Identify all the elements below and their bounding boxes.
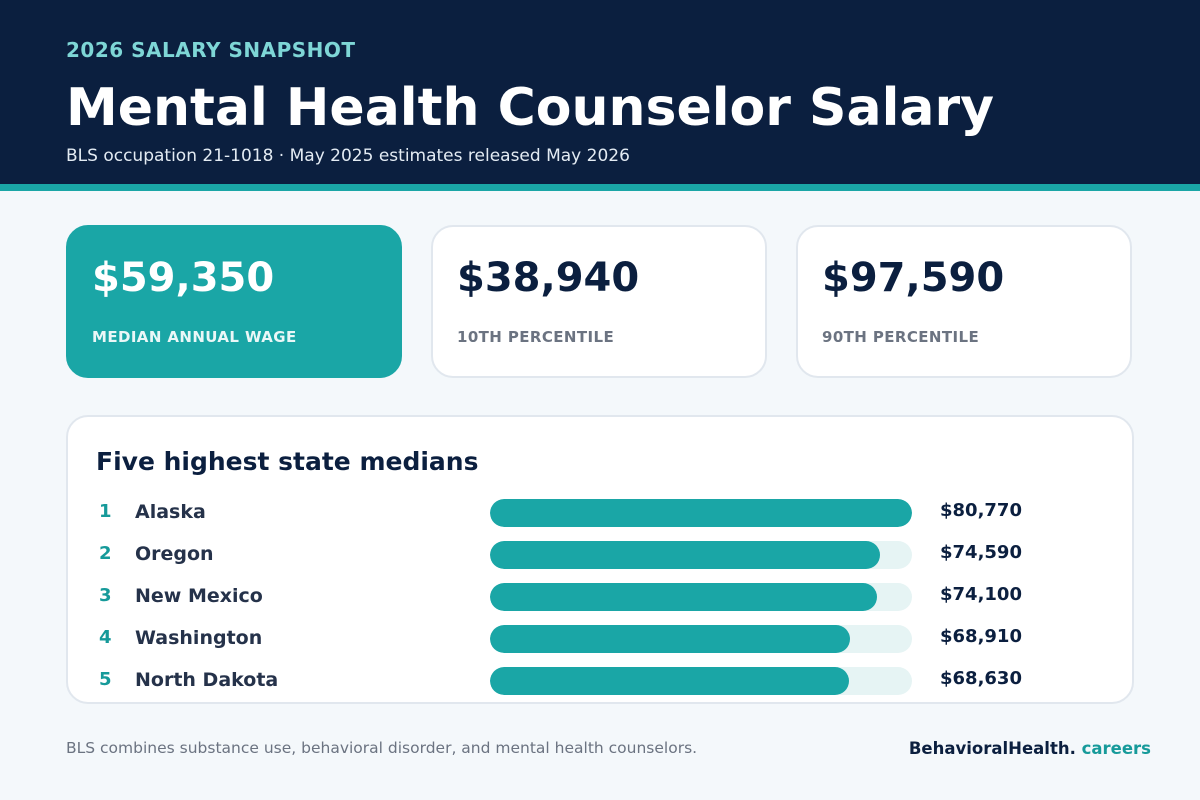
bar [490,541,880,569]
rank-number: 5 [99,669,112,690]
footnote: BLS combines substance use, behavioral d… [66,739,698,757]
brand-accent: careers [1081,739,1151,758]
eyebrow-label: 2026 SALARY SNAPSHOT [66,38,356,62]
data-label: $74,100 [940,584,1022,605]
rank-number: 1 [99,501,112,522]
percentile-90-value: $97,590 [822,255,1005,301]
median-wage-label: MEDIAN ANNUAL WAGE [92,328,297,346]
data-label: $68,910 [940,626,1022,647]
rank-number: 3 [99,585,112,606]
header-banner: 2026 SALARY SNAPSHOT Mental Health Couns… [0,0,1200,184]
bar [490,583,877,611]
bar [490,667,849,695]
chart-row: 4 Washington $68,910 [68,625,1136,667]
data-label: $80,770 [940,500,1022,521]
percentile-10-card: $38,940 10TH PERCENTILE [431,225,767,378]
brand-logo[interactable]: BehavioralHealth. careers [909,739,1151,758]
data-label: $74,590 [940,542,1022,563]
state-label: Alaska [135,501,206,523]
percentile-10-value: $38,940 [457,255,640,301]
state-label: Washington [135,627,263,649]
state-medians-chart: Five highest state medians 1 Alaska $80,77… [66,415,1134,704]
chart-row: 5 North Dakota $68,630 [68,667,1136,709]
bar-track [490,625,912,653]
state-label: Oregon [135,543,214,565]
percentile-90-card: $97,590 90TH PERCENTILE [796,225,1132,378]
median-wage-card: $59,350 MEDIAN ANNUAL WAGE [66,225,402,378]
chart-row: 2 Oregon $74,590 [68,541,1136,583]
brand-name: BehavioralHealth. [908,739,1076,758]
header-divider [0,184,1200,191]
bar [490,625,850,653]
bar-track [490,541,912,569]
state-label: New Mexico [135,585,263,607]
chart-row: 3 New Mexico $74,100 [68,583,1136,625]
state-label: North Dakota [135,669,279,691]
bar [490,499,912,527]
bar-track [490,667,912,695]
bar-track [490,499,912,527]
data-label: $68,630 [940,668,1022,689]
chart-title: Five highest state medians [96,447,479,476]
page-subtitle: BLS occupation 21-1018 · May 2025 estima… [66,146,630,166]
rank-number: 4 [99,627,112,648]
median-wage-value: $59,350 [92,255,275,301]
percentile-90-label: 90TH PERCENTILE [822,328,980,346]
page-title: Mental Health Counselor Salary [66,78,995,138]
rank-number: 2 [99,543,112,564]
bar-track [490,583,912,611]
percentile-10-label: 10TH PERCENTILE [457,328,615,346]
chart-row: 1 Alaska $80,770 [68,499,1136,541]
